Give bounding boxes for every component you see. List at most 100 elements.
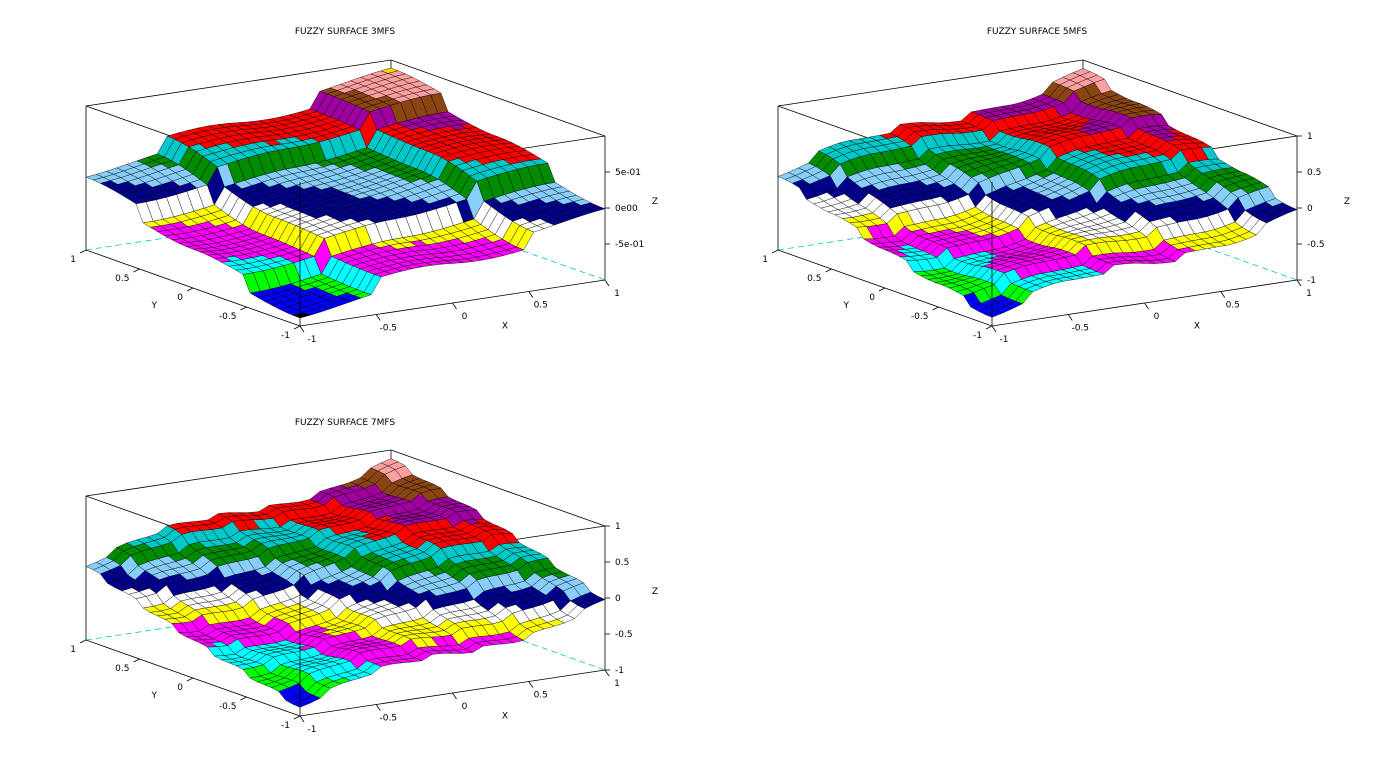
x-tick-mark [528,291,534,298]
box-edge [390,59,606,137]
y-tick-label: -1 [973,331,982,341]
tick-labels: -1 -0.5 0 0.5 1 -1 -0.5 0 0.5 1 -1 -0.5 0 0.5 1 [70,522,632,735]
x-tick-label: 0 [462,312,468,322]
y-tick-label: 0.5 [807,274,821,284]
tick-labels: -1 -0.5 0 0.5 1 -1 -0.5 0 0.5 1 -1 -0.5 0 0.5 1 [762,132,1324,345]
surface-facet [777,172,796,180]
y-tick-label: -0.5 [219,702,237,712]
x-tick-mark [375,314,381,321]
x-tick-mark [452,692,457,700]
surface-plot-3mfs: FUZZY SURFACE 3MFS -1 -0.5 0 0.5 1 -1 -0.5 0 0.5… [70,27,658,345]
z-axis-label: Z [652,587,658,597]
box-edge [1082,59,1298,137]
surface-plot-5mfs: FUZZY SURFACE 5MFS -1 -0.5 0 0.5 1 -1 -0.5 0 0.5… [762,27,1350,345]
y-tick-mark [133,658,140,663]
y-tick-mark [133,268,140,273]
y-tick-mark [293,325,301,330]
y-tick-mark [79,639,87,644]
x-tick-mark [604,669,610,677]
z-tick-label: 0 [1307,204,1313,214]
surface-mesh [85,67,606,319]
z-axis-label: Z [652,197,658,207]
x-tick-label: 0.5 [534,691,548,701]
x-tick-mark [299,325,305,333]
box-edge [390,449,606,527]
z-tick-label: -1 [615,666,624,676]
y-tick-label: -1 [281,331,290,341]
y-tick-label: 0 [177,683,183,693]
y-tick-mark [825,268,832,273]
y-axis-label: Y [151,301,158,311]
x-tick-mark [528,681,534,688]
y-tick-label: -1 [281,721,290,731]
x-axis-label: X [502,321,508,331]
plot-title: FUZZY SURFACE 3MFS [295,27,396,37]
x-tick-label: 0.5 [534,301,548,311]
y-axis-label: Y [151,691,158,701]
x-tick-label: -0.5 [379,714,397,724]
z-tick-label: 1 [1307,132,1313,142]
x-tick-label: -1 [308,725,317,735]
x-tick-label: 1 [614,289,620,299]
x-axis-label: X [1194,321,1200,331]
z-tick-label: 0 [615,594,621,604]
y-tick-label: 0.5 [115,664,129,674]
y-tick-mark [186,287,194,292]
x-axis-label: X [502,711,508,721]
surface-plot-7mfs: FUZZY SURFACE 7MFS -1 -0.5 0 0.5 1 -1 -0.5 0 0.5… [70,418,658,735]
x-tick-mark [1220,291,1226,298]
z-tick-label: -0.5 [1307,240,1325,250]
box-edge [85,59,392,107]
x-tick-mark [1144,302,1149,310]
z-tick-label: -5e-01 [615,240,644,250]
x-tick-label: 0 [462,702,468,712]
y-tick-label: -0.5 [911,312,929,322]
box-edge [777,59,1084,107]
tick-labels: -1 -0.5 0 0.5 1 -1 -0.5 0 0.5 1 -5e-01 0e00 5e-01 [70,168,644,345]
y-tick-mark [771,249,779,254]
z-axis-label: Z [1344,197,1350,207]
x-tick-mark [375,704,381,711]
y-tick-label: 0 [869,293,875,303]
x-tick-label: 1 [614,679,620,689]
x-tick-mark [991,325,997,333]
x-tick-mark [604,279,610,287]
y-axis-label: Y [843,301,850,311]
box-edge [85,449,392,497]
x-tick-label: -0.5 [379,324,397,334]
x-tick-label: 1 [1306,289,1312,299]
x-tick-label: 0 [1154,312,1160,322]
x-tick-mark [1296,279,1302,287]
z-tick-label: -1 [1307,276,1316,286]
z-tick-label: -0.5 [615,630,633,640]
surface-facet [85,174,104,181]
z-tick-label: 1 [615,522,621,532]
x-tick-mark [452,302,457,310]
y-tick-mark [186,677,194,682]
surface-mesh [85,458,606,708]
y-tick-mark [878,287,886,292]
y-tick-mark [79,249,87,254]
x-tick-label: -0.5 [1071,324,1089,334]
plot-title: FUZZY SURFACE 5MFS [987,27,1088,37]
surface-facet [85,562,104,570]
y-tick-mark [932,306,939,311]
z-tick-label: 0.5 [1307,168,1321,178]
surface-mesh [777,68,1298,318]
x-tick-label: 0.5 [1226,301,1240,311]
y-tick-label: 1 [70,645,76,655]
y-tick-label: -0.5 [219,312,237,322]
y-tick-mark [240,696,247,701]
y-tick-mark [293,715,301,720]
y-tick-mark [985,325,993,330]
y-tick-label: 0 [177,293,183,303]
y-tick-label: 1 [762,255,768,265]
z-tick-label: 0.5 [615,558,629,568]
x-tick-mark [299,715,305,723]
x-tick-label: -1 [308,335,317,345]
x-tick-mark [1067,314,1073,321]
y-tick-mark [240,306,247,311]
x-tick-label: -1 [1000,335,1009,345]
z-tick-label: 5e-01 [615,168,641,178]
